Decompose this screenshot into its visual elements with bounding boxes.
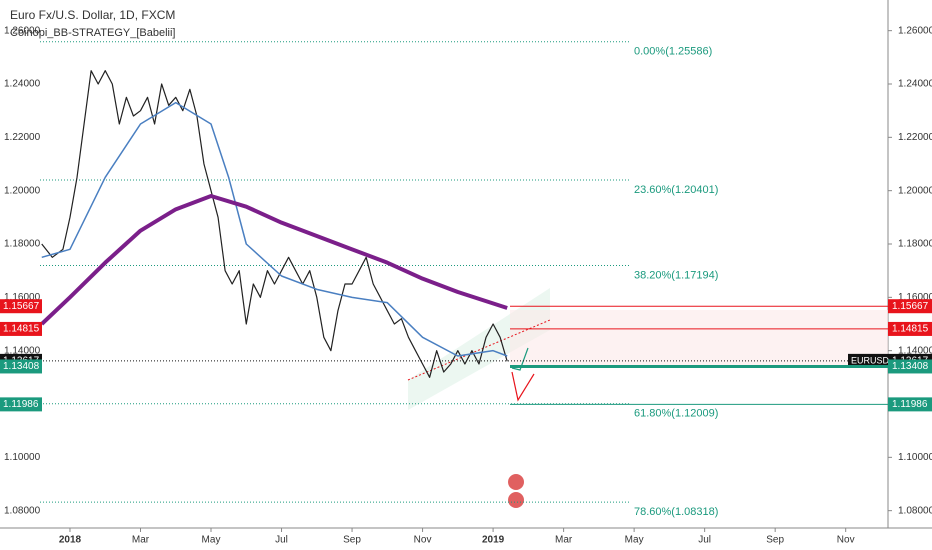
fib-label: 23.60%(1.20401) [634, 184, 718, 196]
x-tick-label: Sep [766, 535, 784, 546]
price-line [40, 194, 508, 326]
chart-title: Euro Fx/U.S. Dollar, 1D, FXCM [10, 8, 175, 22]
y-tick-label: 1.10000 [898, 452, 932, 463]
fib-label: 61.80%(1.12009) [634, 408, 718, 420]
y-tick-label: 1.16000 [898, 292, 932, 303]
y-tick-label: 1.24000 [898, 79, 932, 90]
fib-label: 38.20%(1.17194) [634, 269, 718, 281]
price-tag-right [888, 321, 932, 336]
y-tick-label: 1.08000 [898, 505, 932, 516]
y-tick-label-left: 1.08000 [4, 505, 41, 516]
price-tag-left [0, 359, 42, 374]
y-tick-label: 1.18000 [898, 239, 932, 250]
price-tag-right [888, 299, 932, 314]
x-tick-label: May [625, 535, 644, 546]
price-tag-left-label: 1.15667 [3, 301, 40, 312]
event-icon [508, 474, 524, 490]
y-tick-label-left: 1.16000 [4, 292, 41, 303]
x-tick-label: Mar [555, 535, 573, 546]
price-tag-left-label: 1.14815 [3, 324, 40, 335]
fib-label: 78.60%(1.08318) [634, 506, 718, 518]
x-tick-label: Nov [837, 535, 855, 546]
price-tag-right-label: 1.13408 [892, 361, 929, 372]
y-tick-label: 1.14000 [898, 345, 932, 356]
fib-label: 0.00%(1.25586) [634, 46, 712, 58]
x-tick-label: Mar [132, 535, 150, 546]
price-line [41, 101, 508, 357]
x-tick-label: Sep [343, 535, 361, 546]
price-tag-left [0, 397, 42, 412]
price-tag-right-label: 1.11986 [892, 399, 928, 410]
price-tag-left-label: 1.11986 [3, 399, 39, 410]
x-tick-label: Jul [698, 535, 711, 546]
y-tick-label: 1.20000 [898, 185, 932, 196]
x-tick-label: May [202, 535, 221, 546]
y-tick-label-left: 1.26000 [4, 25, 41, 36]
price-tag-right-label: 1.14815 [892, 324, 929, 335]
event-icon [508, 492, 524, 508]
x-tick-label: Nov [414, 535, 432, 546]
price-tag-left-label: 1.13408 [3, 361, 40, 372]
symbol-tag [848, 353, 888, 368]
price-line [41, 70, 508, 378]
y-tick-label-left: 1.10000 [4, 452, 41, 463]
indicator-name: Coinopi_BB-STRATEGY_[Babelii] [10, 27, 175, 39]
price-tag-right [888, 359, 932, 374]
y-tick-label-left: 1.18000 [4, 239, 41, 250]
price-tag-right-label: 1.15667 [892, 301, 929, 312]
x-tick-label: 2018 [59, 535, 82, 546]
y-tick-label-left: 1.20000 [4, 185, 41, 196]
arrow-up [511, 347, 529, 371]
y-tick-label: 1.26000 [898, 25, 932, 36]
symbol-label: EURUSD [851, 355, 890, 365]
x-tick-label: Jul [275, 535, 288, 546]
y-tick-label-left: 1.14000 [4, 345, 41, 356]
target-zone [510, 310, 888, 368]
y-tick-label: 1.22000 [898, 132, 932, 143]
x-tick-label: 2019 [482, 535, 505, 546]
y-tick-label-left: 1.24000 [4, 79, 41, 90]
price-tag-left [0, 299, 42, 314]
y-tick-label-left: 1.22000 [4, 132, 41, 143]
price-tag-left [0, 321, 42, 336]
arrow-down [511, 371, 535, 402]
price-tag-right [888, 397, 932, 412]
